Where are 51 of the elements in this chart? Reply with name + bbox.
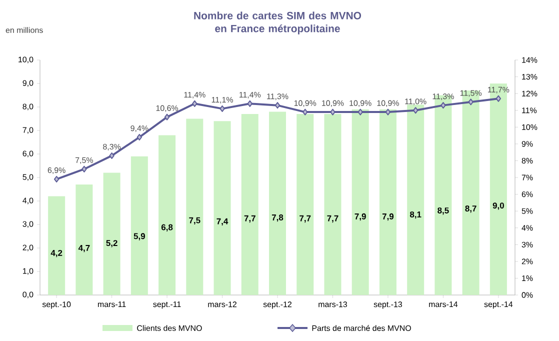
point	[496, 95, 502, 102]
data-label: 6,8	[161, 224, 173, 232]
data-label: 7,5	[189, 217, 200, 225]
data-label: 7,4	[216, 218, 228, 226]
point	[82, 166, 87, 172]
bar	[324, 114, 342, 295]
point	[192, 100, 198, 107]
point	[385, 108, 391, 116]
data-label: 8,5	[438, 208, 449, 215]
point	[412, 107, 418, 114]
bar	[103, 172, 120, 295]
bar	[48, 196, 66, 295]
point	[302, 108, 308, 116]
bar	[296, 114, 314, 295]
bar	[214, 121, 231, 295]
bar	[158, 135, 176, 295]
point	[468, 98, 474, 106]
data-label: 7,8	[272, 214, 284, 222]
data-label: 9,0	[492, 202, 504, 210]
data-label: 7,9	[354, 213, 366, 221]
point	[54, 176, 60, 182]
data-label: 4,2	[50, 250, 62, 258]
data-label: 8,1	[410, 211, 422, 219]
bar	[352, 109, 369, 295]
data-label: 7,9	[382, 213, 394, 221]
bar	[241, 114, 258, 295]
point	[358, 108, 363, 116]
data-label: 5,2	[106, 240, 118, 248]
point	[164, 114, 170, 120]
data-label: 5,9	[134, 233, 145, 240]
bar	[434, 95, 452, 295]
point	[109, 152, 114, 159]
data-label: 4,7	[78, 245, 90, 252]
bar	[462, 90, 480, 295]
chart-title: Nombre de cartes SIM des MVNO en France métropolitaine	[194, 12, 362, 34]
data-label: 7,7	[300, 215, 311, 223]
bar	[76, 184, 93, 295]
point	[247, 100, 252, 107]
point	[136, 134, 142, 141]
bar	[379, 109, 396, 295]
point	[440, 102, 446, 109]
point	[330, 108, 336, 116]
data-label: 8,7	[465, 206, 476, 213]
bar	[407, 104, 424, 295]
bar	[130, 156, 148, 295]
point	[274, 102, 280, 109]
data-label: 7,7	[244, 215, 256, 223]
bar	[186, 118, 204, 295]
data-label: 7,7	[327, 215, 338, 223]
point	[220, 105, 225, 112]
bar	[269, 112, 286, 295]
